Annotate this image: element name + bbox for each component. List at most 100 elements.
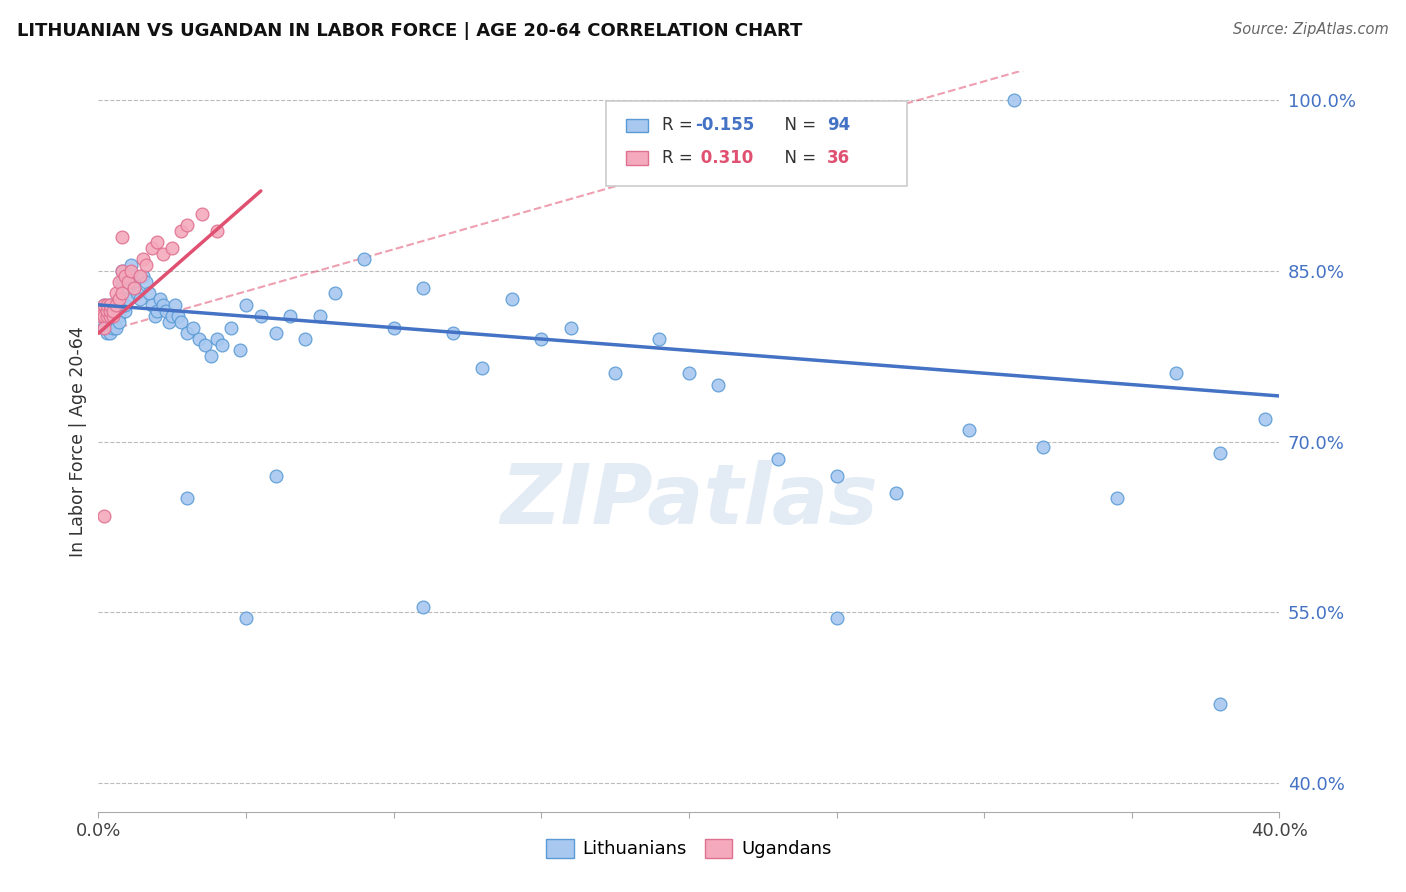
Point	[103, 310, 125, 324]
Point	[221, 320, 243, 334]
Point	[105, 320, 128, 334]
Point	[157, 315, 180, 329]
Point	[229, 343, 252, 358]
Point	[191, 207, 214, 221]
Point	[152, 246, 174, 260]
Point	[170, 315, 193, 329]
Point	[96, 303, 118, 318]
Point	[162, 241, 183, 255]
Point	[108, 315, 131, 329]
Point	[120, 258, 142, 272]
Point	[176, 326, 198, 341]
Point	[90, 311, 112, 326]
Point	[143, 310, 166, 324]
Point	[825, 611, 848, 625]
Point	[128, 269, 150, 284]
Point	[149, 292, 172, 306]
Point	[825, 468, 848, 483]
Point	[98, 320, 121, 334]
Point	[103, 303, 125, 318]
Point	[170, 224, 193, 238]
Point	[766, 451, 789, 466]
Text: Source: ZipAtlas.com: Source: ZipAtlas.com	[1233, 22, 1389, 37]
Point	[1209, 697, 1232, 711]
Point	[111, 286, 134, 301]
Point	[294, 332, 316, 346]
Point	[111, 275, 134, 289]
Point	[167, 310, 190, 324]
Point	[90, 303, 112, 318]
Point	[1166, 366, 1188, 380]
Point	[264, 468, 287, 483]
Point	[323, 286, 346, 301]
Point	[235, 298, 257, 312]
Point	[884, 485, 907, 500]
Point	[108, 292, 131, 306]
Point	[98, 298, 121, 312]
Point	[560, 320, 582, 334]
Point	[108, 275, 131, 289]
Point	[111, 286, 134, 301]
Point	[501, 292, 523, 306]
Point	[141, 298, 163, 312]
Point	[117, 281, 139, 295]
Point	[96, 315, 118, 329]
Point	[605, 366, 627, 380]
Point	[152, 298, 174, 312]
Point	[1254, 411, 1277, 425]
Point	[105, 298, 128, 312]
Point	[135, 275, 157, 289]
Point	[105, 310, 128, 324]
Text: ZIPatlas: ZIPatlas	[501, 460, 877, 541]
Point	[103, 303, 125, 318]
FancyBboxPatch shape	[606, 101, 907, 186]
Text: 0.310: 0.310	[695, 149, 754, 167]
Text: 94: 94	[827, 117, 851, 135]
Point	[114, 298, 136, 312]
Point	[187, 332, 209, 346]
Text: R =: R =	[662, 149, 697, 167]
Point	[1002, 93, 1025, 107]
Point	[93, 508, 115, 523]
Point	[122, 275, 145, 289]
Point	[162, 310, 183, 324]
Point	[382, 320, 405, 334]
Point	[103, 298, 125, 312]
Point	[412, 281, 434, 295]
Point	[959, 423, 981, 437]
Point	[176, 218, 198, 232]
Point	[264, 326, 287, 341]
FancyBboxPatch shape	[626, 152, 648, 165]
Point	[90, 303, 112, 318]
Text: 36: 36	[827, 149, 851, 167]
Point	[1032, 440, 1054, 454]
Point	[111, 229, 134, 244]
Point	[117, 275, 139, 289]
Point	[530, 332, 553, 346]
Point	[235, 611, 257, 625]
Point	[114, 269, 136, 284]
Point	[98, 303, 121, 318]
Point	[103, 315, 125, 329]
Point	[146, 235, 169, 250]
Point	[114, 303, 136, 318]
Point	[96, 326, 118, 341]
FancyBboxPatch shape	[626, 119, 648, 132]
Point	[120, 269, 142, 284]
Point	[205, 332, 228, 346]
Point	[98, 310, 121, 324]
Point	[111, 263, 134, 277]
Point	[176, 491, 198, 506]
Point	[98, 310, 121, 324]
Point	[141, 241, 163, 255]
Point	[105, 303, 128, 318]
Point	[165, 298, 187, 312]
Point	[132, 269, 155, 284]
Point	[200, 349, 222, 363]
Point	[250, 310, 273, 324]
Point	[138, 286, 160, 301]
Point	[205, 224, 228, 238]
Point	[707, 377, 730, 392]
Point	[93, 310, 115, 324]
Point	[120, 263, 142, 277]
